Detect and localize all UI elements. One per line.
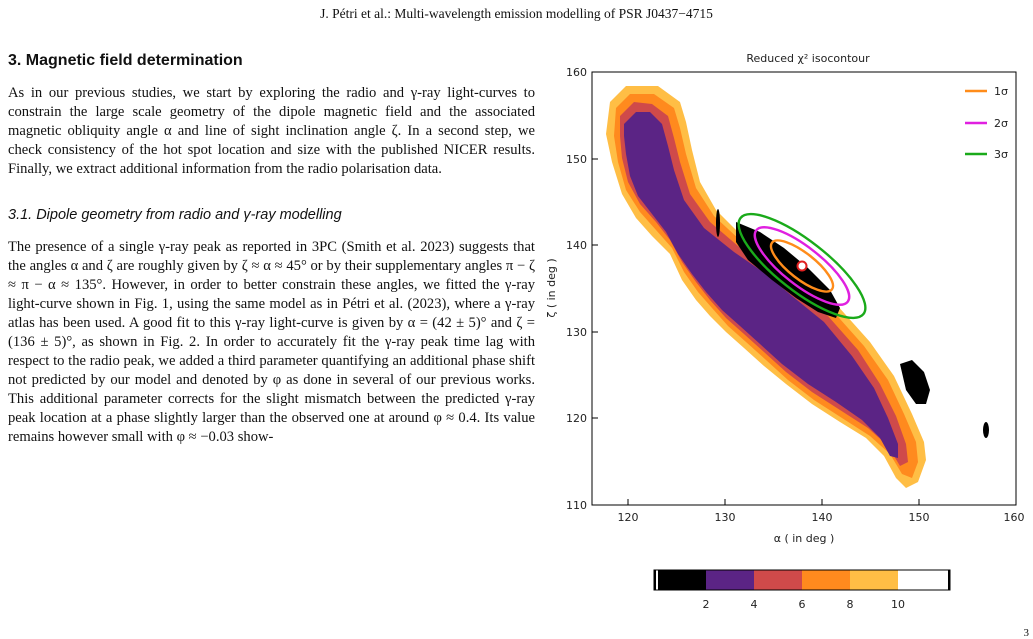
y-tick-label: 120 bbox=[566, 412, 587, 425]
subsection-title: 3.1. Dipole geometry from radio and γ-ra… bbox=[8, 207, 342, 223]
band-black-spot-2 bbox=[983, 422, 989, 438]
plot-frame bbox=[591, 71, 1017, 506]
legend-label: 1σ bbox=[994, 85, 1008, 98]
legend-label: 2σ bbox=[994, 117, 1008, 130]
colorbar-tick-label: 2 bbox=[703, 598, 710, 611]
colorbar-tick-label: 10 bbox=[891, 598, 905, 611]
text-column: 3. Magnetic field determination As in ou… bbox=[8, 52, 535, 447]
band-black-blob bbox=[900, 360, 930, 404]
colorbar-tick-label: 8 bbox=[847, 598, 854, 611]
x-tick-label: 130 bbox=[715, 511, 736, 524]
colorbar-tick-label: 4 bbox=[751, 598, 758, 611]
band-purple bbox=[624, 112, 898, 458]
contour-3sigma bbox=[737, 212, 867, 320]
y-tick-label: 150 bbox=[566, 153, 587, 166]
figure-title: Reduced χ² isocontour bbox=[746, 52, 870, 65]
colorbar-segment bbox=[754, 570, 802, 590]
colorbar-segment bbox=[658, 570, 706, 590]
y-tick-label: 160 bbox=[566, 66, 587, 79]
x-tick-label: 150 bbox=[909, 511, 930, 524]
colorbar-segment bbox=[898, 570, 950, 590]
paragraph-dipole: The presence of a single γ-ray peak as r… bbox=[8, 239, 535, 445]
colorbar-tick-label: 6 bbox=[799, 598, 806, 611]
heatmap bbox=[606, 86, 989, 488]
colorbar-segment bbox=[802, 570, 850, 590]
y-tick-label: 130 bbox=[566, 326, 587, 339]
x-tick-label: 140 bbox=[812, 511, 833, 524]
y-axis: 110 120 130 140 150 160 ζ ( in deg ) bbox=[545, 66, 598, 512]
y-axis-label: ζ ( in deg ) bbox=[545, 258, 558, 317]
x-tick-label: 120 bbox=[618, 511, 639, 524]
y-tick-label: 110 bbox=[566, 499, 587, 512]
legend: 1σ 2σ 3σ bbox=[965, 85, 1008, 161]
best-fit-marker bbox=[796, 260, 808, 272]
contour-1sigma bbox=[769, 239, 835, 293]
x-axis: 120 130 140 150 160 α ( in deg ) bbox=[618, 499, 1025, 545]
colorbar: 2 4 6 8 10 bbox=[653, 569, 951, 611]
paragraph-intro: As in our previous studies, we start by … bbox=[8, 85, 535, 177]
x-tick-label: 160 bbox=[1004, 511, 1025, 524]
band-black-spot bbox=[716, 209, 720, 237]
running-header: J. Pétri et al.: Multi-wavelength emissi… bbox=[320, 6, 713, 21]
chi2-figure: Reduced χ² isocontour 120 130 140 150 16… bbox=[545, 52, 1025, 611]
y-tick-label: 140 bbox=[566, 239, 587, 252]
x-axis-label: α ( in deg ) bbox=[774, 532, 835, 545]
colorbar-segment bbox=[850, 570, 898, 590]
contour-2sigma bbox=[753, 226, 851, 306]
page-number: 3 bbox=[1023, 627, 1030, 639]
legend-label: 3σ bbox=[994, 148, 1008, 161]
section-title: 3. Magnetic field determination bbox=[8, 52, 243, 69]
sigma-contours bbox=[737, 212, 867, 320]
colorbar-segment bbox=[706, 570, 754, 590]
